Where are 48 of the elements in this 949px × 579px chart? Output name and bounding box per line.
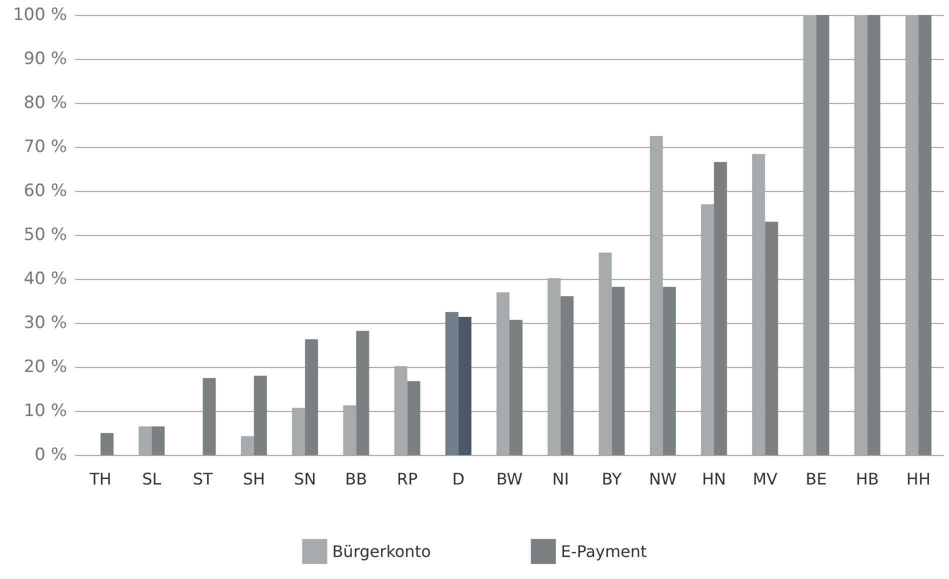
bar <box>918 15 932 455</box>
bar <box>662 286 676 455</box>
x-tick-label: TH <box>88 470 112 488</box>
bar <box>458 316 472 455</box>
bar <box>765 222 778 455</box>
bar <box>202 378 216 455</box>
bar <box>407 381 420 455</box>
y-tick-label: 70 % <box>24 137 67 157</box>
bar <box>152 426 165 455</box>
bar <box>100 433 114 455</box>
x-tick-label: ST <box>192 470 213 488</box>
x-tick-label: HN <box>702 470 726 488</box>
bar <box>560 296 574 455</box>
bar <box>816 15 830 455</box>
bar <box>445 312 458 455</box>
x-tick-label: BW <box>496 470 523 488</box>
x-tick-label: HB <box>856 470 879 488</box>
x-tick-label: NI <box>552 470 569 488</box>
x-tick-label: SH <box>242 470 266 488</box>
x-tick-label: RP <box>396 470 418 488</box>
y-tick-label: 0 % <box>34 445 67 465</box>
x-tick-label: SN <box>294 470 316 488</box>
x-tick-label: BB <box>345 470 368 488</box>
legend-label: Bürgerkonto <box>332 542 431 561</box>
bar <box>714 162 727 455</box>
y-tick-label: 100 % <box>12 5 67 25</box>
bar <box>867 15 880 455</box>
y-tick-label: 60 % <box>24 181 67 201</box>
bar <box>612 286 625 455</box>
x-tick-label: NW <box>648 470 677 488</box>
bar <box>510 320 522 455</box>
bar <box>305 339 318 455</box>
x-tick-label: HH <box>906 470 930 488</box>
x-tick-label: D <box>452 470 465 488</box>
y-tick-label: 80 % <box>24 93 67 113</box>
y-tick-label: 90 % <box>24 49 67 69</box>
x-tick-label: BE <box>806 470 827 488</box>
x-tick-label: SL <box>142 470 162 488</box>
y-tick-label: 20 % <box>24 357 67 377</box>
y-tick-label: 40 % <box>24 269 67 289</box>
y-tick-label: 50 % <box>24 225 67 245</box>
bar <box>254 376 267 455</box>
legend-label: E-Payment <box>560 542 647 561</box>
x-tick-label: BY <box>602 470 622 488</box>
bar <box>356 330 370 455</box>
x-tick-label: MV <box>752 470 778 488</box>
y-tick-label: 30 % <box>24 313 67 333</box>
y-tick-label: 10 % <box>24 401 67 421</box>
